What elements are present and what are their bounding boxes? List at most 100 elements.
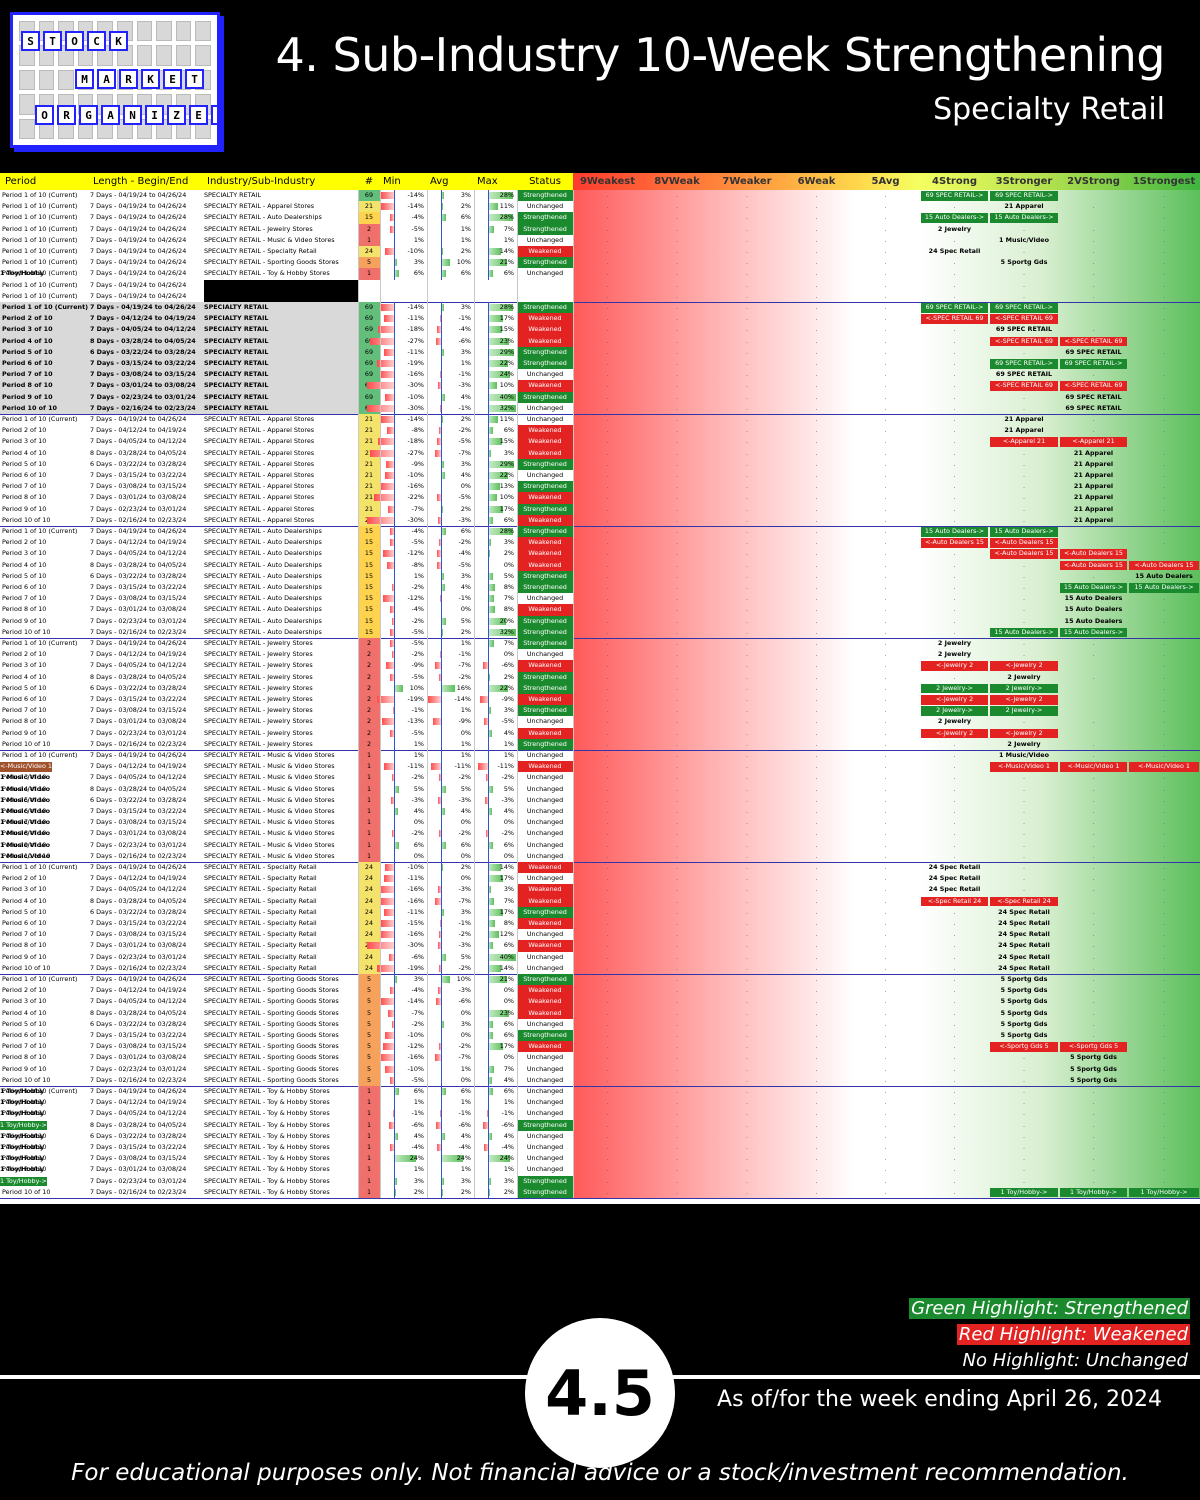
bar-axis [488,1164,489,1176]
bar-axis [488,929,489,941]
status-cell: Unchanged [526,403,564,412]
grid-line [427,772,428,784]
grid-line [517,817,518,829]
min-cell: -2% [411,616,424,625]
status-cell: Weakened [517,895,573,907]
rating-empty: . [606,1019,609,1028]
rating-empty: . [815,829,818,838]
value-bar [488,393,516,401]
value-bar [431,763,441,771]
logo-letter: S [21,31,40,51]
rating-empty: . [606,1109,609,1118]
bar-axis [488,223,489,235]
industry-cell: SPECIALTY RETAIL - Specialty Retail [204,963,317,972]
rating-empty: . [745,997,749,1006]
max-cell: -5% [501,717,514,726]
length-cell: 7 Days - 04/19/24 to 04/26/24 [90,191,187,199]
position-tag: 21 Apparel [1073,515,1114,524]
period-cell: Period 10 of 10 [2,515,51,524]
table-row: Period 1 of 10 (Current) 7 Days - 04/19/2… [0,223,1200,235]
period-cell: Period 4 of 10 [2,336,53,345]
rating-empty: . [745,291,749,300]
industry-cell: SPECIALTY RETAIL - Apparel Stores [204,437,315,446]
grid-line [474,862,475,874]
rating-empty: . [1092,415,1095,423]
rating-empty: . [1092,751,1095,759]
min-cell: -14% [407,997,424,1006]
grid-line [380,806,381,818]
bar-axis [441,873,442,885]
value-bar [385,1032,394,1039]
value-bar [374,494,394,502]
min-cell: -16% [407,896,424,905]
rating-empty: . [745,437,749,446]
rating-empty: . [884,639,887,647]
rating-empty: . [606,795,609,804]
grid-line [573,806,574,818]
weakened-tag: <-Jewelry 2 [990,661,1058,671]
rating-empty: . [953,235,956,244]
rating-empty: . [1162,874,1166,883]
grid-line [427,1041,428,1053]
value-bar [438,987,441,995]
count-cell: 1 [358,761,380,773]
status-cell: Unchanged [526,829,564,838]
table-row: Period 3 of 10 7 Days - 04/05/24 to 04/12… [0,1108,1200,1120]
industry-cell: SPECIALTY RETAIL - Music & Video Stores [204,235,335,244]
period-cell: Period 7 of 10 [2,930,47,939]
avg-cell: 2% [460,247,471,255]
rating-empty: . [606,247,609,255]
grid-line [380,682,381,694]
rating-empty: . [953,280,956,289]
bar-axis [441,895,442,907]
value-bar [384,763,394,771]
rating-empty: . [606,627,609,636]
column-header: Industry/Sub-Industry [207,176,316,187]
min-cell: -5% [411,672,424,681]
length-cell: 7 Days - 02/16/24 to 02/23/24 [90,1075,187,1084]
bar-axis [394,660,395,672]
grid-line [427,794,428,806]
rating-empty: . [1022,583,1026,591]
bar-axis [394,1164,395,1176]
rating-empty: . [745,1176,749,1185]
weakened-tag: <-Auto Dealers 15 [990,549,1058,559]
value-bar [389,1076,394,1084]
rating-empty: . [884,739,887,748]
value-bar [381,304,394,311]
rating-empty: . [675,1176,679,1185]
rating-empty: . [1022,829,1026,838]
bar-axis [394,1074,395,1086]
rating-empty: . [815,392,818,401]
max-cell: 1% [503,1098,514,1107]
rating-empty: . [1092,773,1095,782]
bar-axis [488,1018,489,1030]
period-cell: Period 10 of 10 [2,851,51,860]
bar-axis [488,660,489,672]
avg-cell: 0% [460,482,471,491]
value-bar [485,796,488,804]
value-bar [379,483,394,491]
bar-axis [441,526,442,538]
industry-cell: SPECIALTY RETAIL - Sporting Goods Stores [204,1053,339,1062]
count-cell: 2 [358,223,380,235]
value-bar [488,192,514,199]
rating-empty: . [745,448,749,457]
min-cell: -5% [411,639,424,647]
grid-line [573,458,574,470]
min-cell: 1% [413,235,424,244]
bar-axis [488,335,489,347]
rating-empty: . [745,1098,749,1107]
rating-empty: . [815,493,818,502]
rating-empty: . [815,907,818,916]
industry-cell: SPECIALTY RETAIL - Apparel Stores [204,202,315,211]
grid-line [427,716,428,728]
position-tag: 5 Sportg Gds [1000,1008,1048,1017]
rating-empty: . [1022,493,1026,502]
bar-axis [488,940,489,952]
rating-empty: . [884,874,887,883]
max-cell: 5% [503,571,514,580]
rating-empty: . [675,1187,679,1196]
length-cell: 7 Days - 04/19/24 to 04/26/24 [90,291,187,300]
min-cell: 6% [413,1087,424,1095]
